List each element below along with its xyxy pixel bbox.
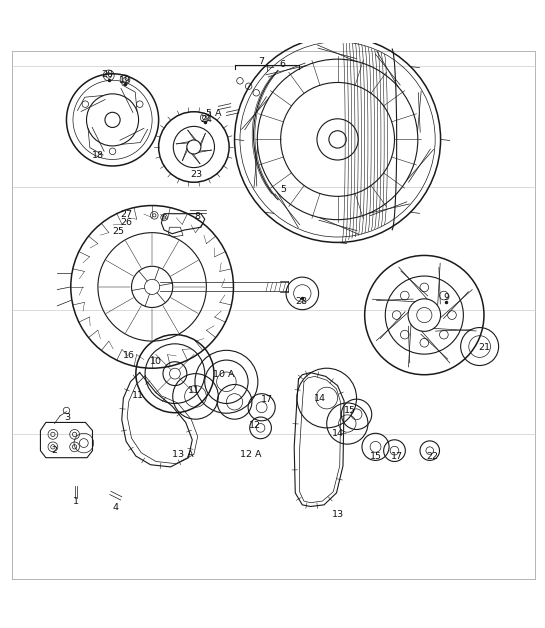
Text: 22: 22 <box>426 452 439 460</box>
Text: 2: 2 <box>52 446 58 455</box>
Text: 28: 28 <box>295 297 307 306</box>
Text: 25: 25 <box>112 227 124 236</box>
Text: 8: 8 <box>195 212 201 221</box>
Text: 7: 7 <box>259 57 265 67</box>
Text: 15: 15 <box>343 406 355 415</box>
Text: 5 A: 5 A <box>206 109 222 118</box>
Text: 14: 14 <box>314 394 326 403</box>
Text: 10: 10 <box>150 357 162 365</box>
Text: 17: 17 <box>391 452 403 460</box>
Text: 11: 11 <box>132 391 144 400</box>
Text: 16: 16 <box>123 351 135 360</box>
Text: 1: 1 <box>73 497 79 506</box>
Text: 13: 13 <box>331 510 344 519</box>
Text: 10 A: 10 A <box>213 371 234 379</box>
Text: 12: 12 <box>249 421 261 430</box>
Text: 14: 14 <box>331 429 343 438</box>
Text: 6: 6 <box>279 60 285 69</box>
Text: 12 A: 12 A <box>240 450 262 460</box>
Text: 23: 23 <box>191 170 203 179</box>
Text: 27: 27 <box>120 210 132 219</box>
Text: 13 A: 13 A <box>172 450 194 460</box>
Text: 4: 4 <box>112 503 118 512</box>
Text: 17: 17 <box>261 395 273 404</box>
Text: 21: 21 <box>478 343 490 352</box>
Text: 24: 24 <box>201 116 213 124</box>
Text: 26: 26 <box>120 219 132 227</box>
Text: 20: 20 <box>101 70 113 79</box>
Text: 18: 18 <box>92 151 104 160</box>
Text: 3: 3 <box>64 413 71 421</box>
Text: 19: 19 <box>119 77 131 85</box>
Text: 9: 9 <box>443 293 449 302</box>
Text: 15: 15 <box>370 452 382 460</box>
Text: 11: 11 <box>188 386 200 396</box>
Text: 5: 5 <box>280 185 286 194</box>
